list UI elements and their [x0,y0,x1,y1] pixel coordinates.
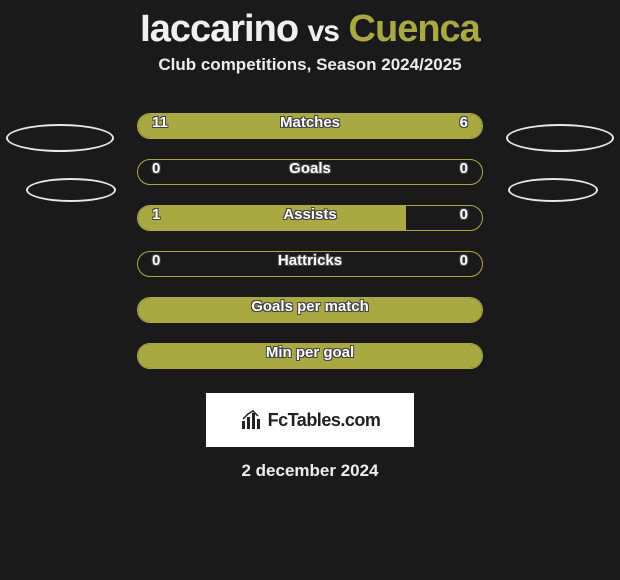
player1-name: Iaccarino [140,8,298,50]
stat-row: Hattricks 0 0 [0,241,620,287]
branding-badge: FcTables.com [206,393,414,447]
stat-row: Matches 11 6 [0,103,620,149]
stat-label: Goals per match [251,298,369,315]
chart-icon [240,409,262,431]
page-title: Iaccarino vs Cuenca [0,0,620,51]
vs-label: vs [308,15,339,48]
stat-label: Min per goal [266,344,354,361]
subtitle: Club competitions, Season 2024/2025 [0,55,620,75]
stat-value-left: 1 [152,206,160,223]
stat-bar-left [138,206,406,230]
stat-row: Goals 0 0 [0,149,620,195]
stat-row: Assists 1 0 [0,195,620,241]
stat-label: Goals [289,160,331,177]
player2-name: Cuenca [349,8,480,50]
stat-bar-track: Goals 0 0 [137,159,483,185]
branding-text: FcTables.com [268,410,381,431]
stat-bar-track: Goals per match [137,297,483,323]
stat-row: Min per goal [0,333,620,379]
stat-value-left: 0 [152,252,160,269]
stat-label: Assists [283,206,336,223]
stat-bar-track: Assists 1 0 [137,205,483,231]
stat-row: Goals per match [0,287,620,333]
stat-value-right: 0 [460,252,468,269]
stat-bar-track: Hattricks 0 0 [137,251,483,277]
footer-date: 2 december 2024 [0,461,620,481]
stat-value-right: 0 [460,206,468,223]
stat-label: Matches [280,114,340,131]
comparison-chart: Matches116Goals00Assists10Hattricks00Goa… [0,103,620,379]
stat-bar-track: Min per goal [137,343,483,369]
stat-bar-track: Matches 11 6 [137,113,483,139]
stat-value-left: 0 [152,160,160,177]
stat-label: Hattricks [278,252,342,269]
stat-value-right: 6 [460,114,468,131]
stat-value-left: 11 [152,114,168,131]
stat-value-right: 0 [460,160,468,177]
